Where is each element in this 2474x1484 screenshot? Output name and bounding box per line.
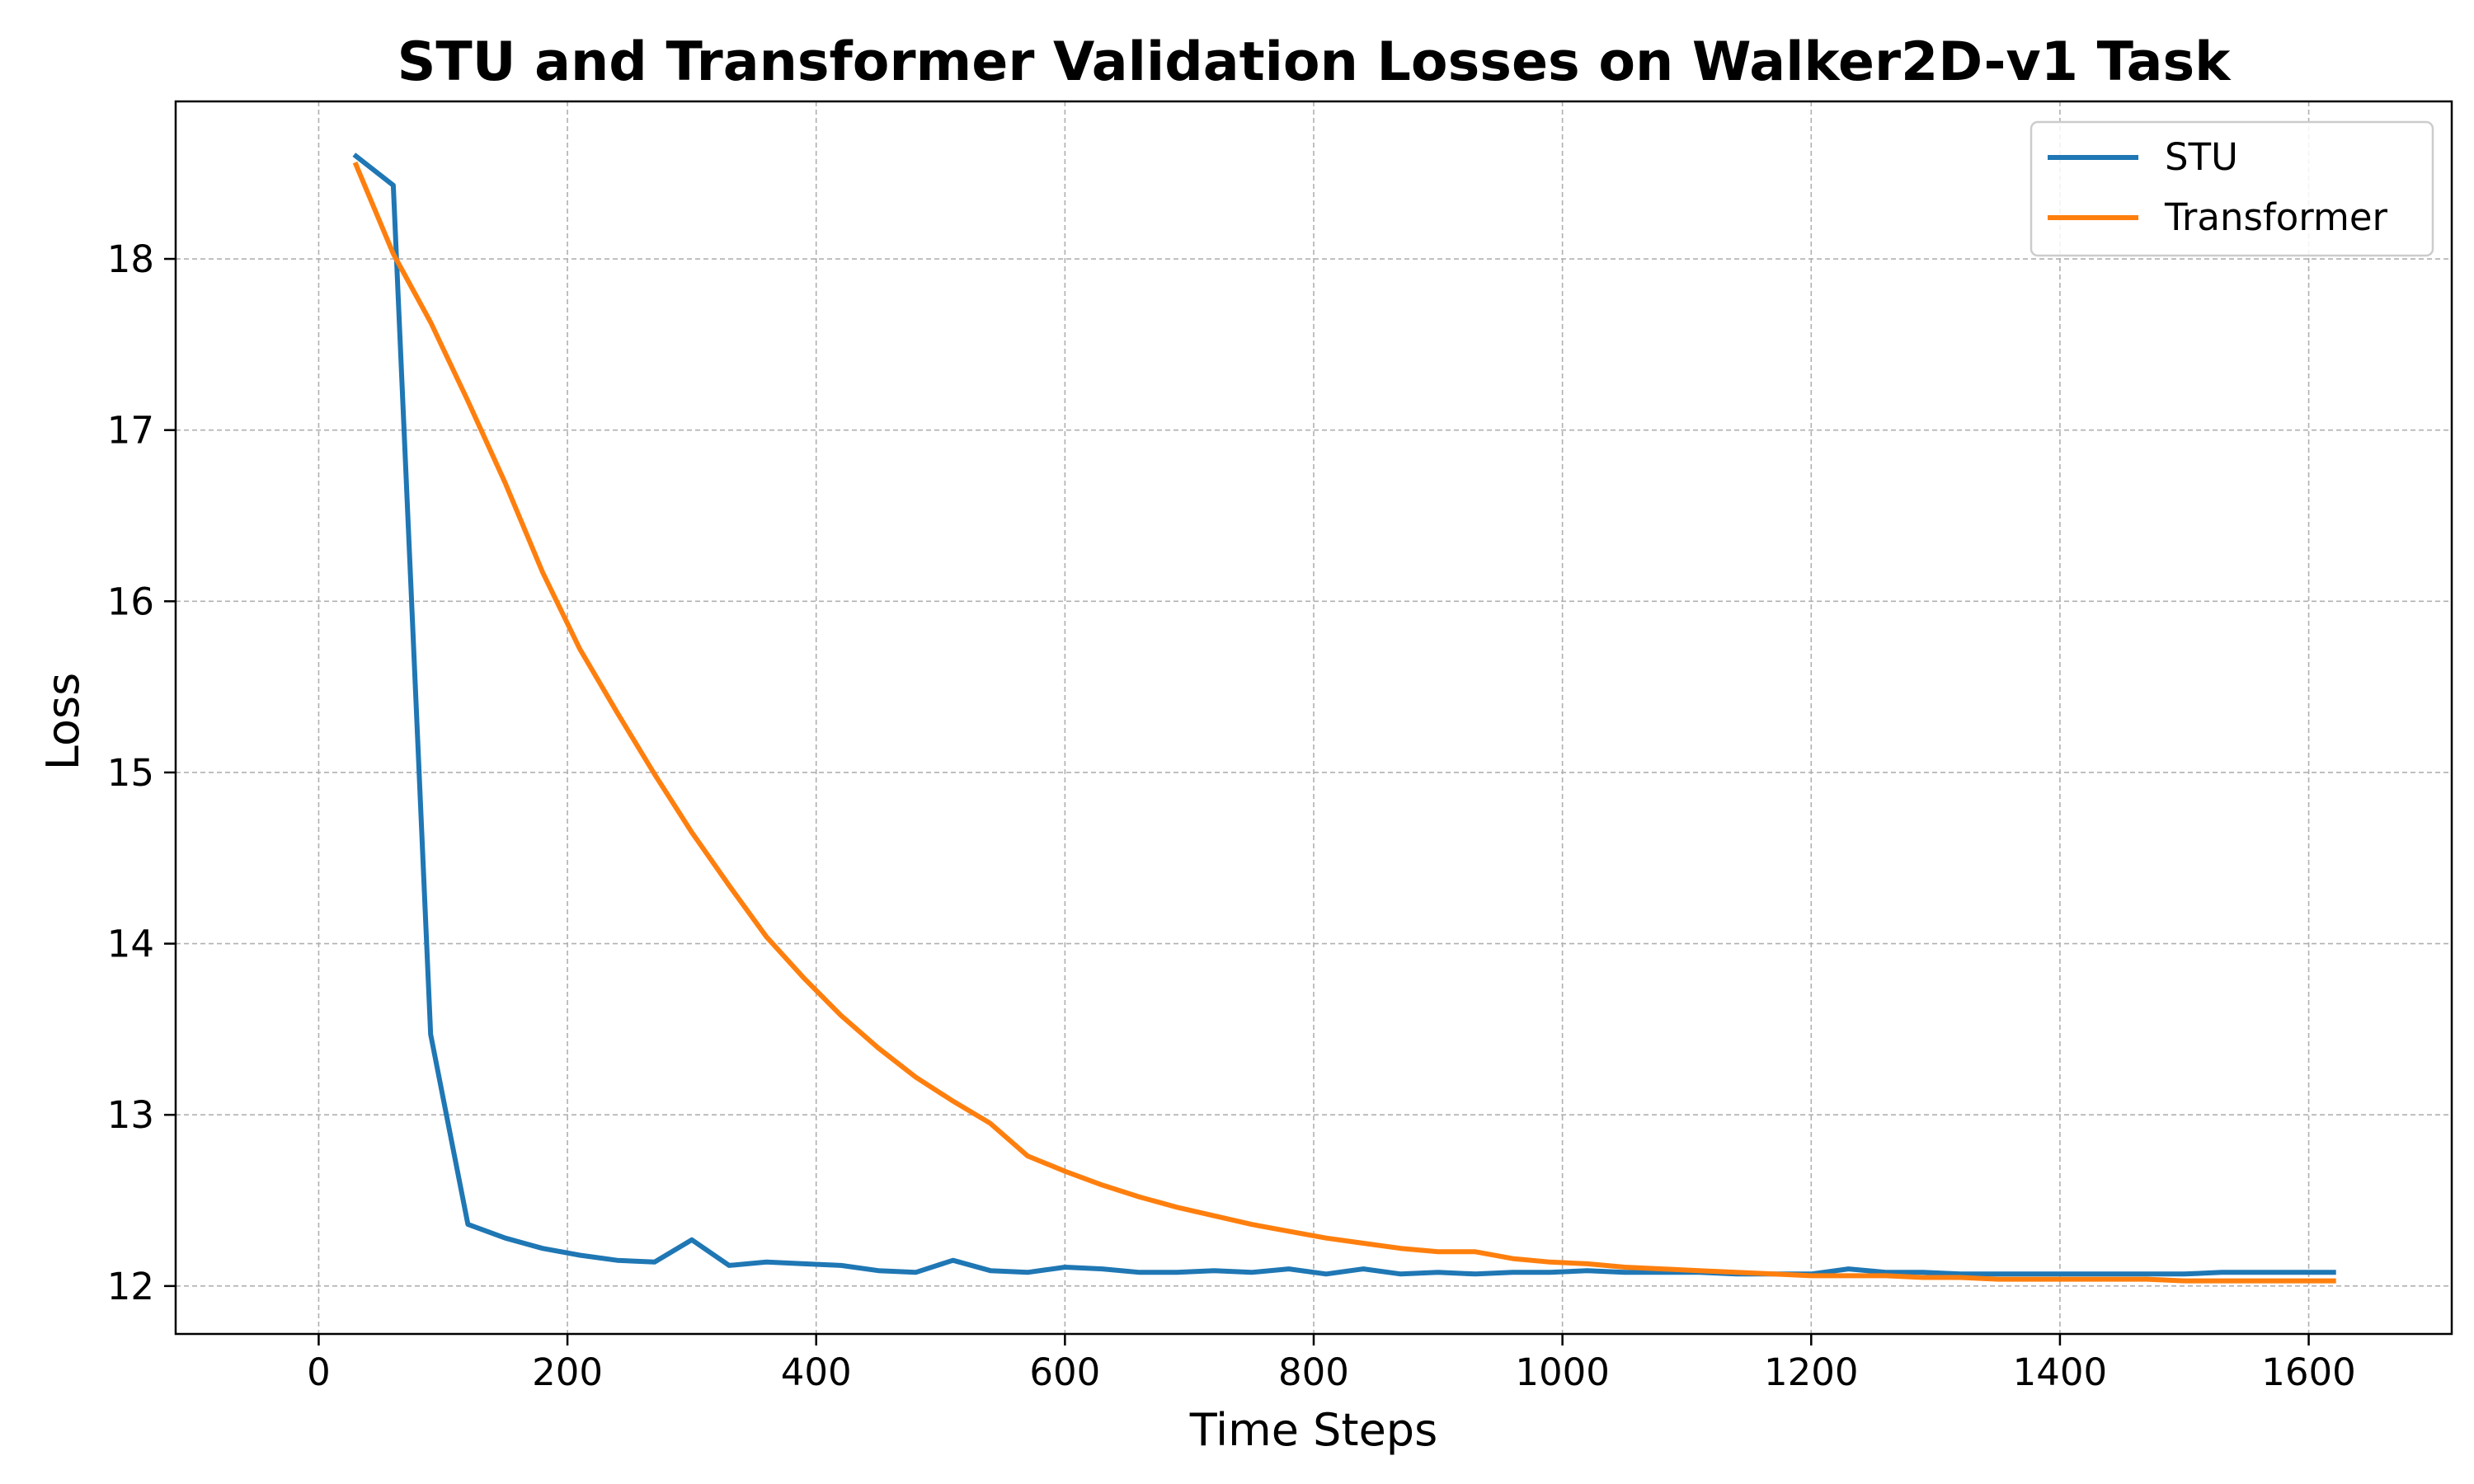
x-tick-label: 1000 (1515, 1350, 1610, 1394)
y-tick-label: 13 (107, 1093, 154, 1137)
legend-label-stu: STU (2165, 135, 2238, 179)
y-tick-label: 18 (107, 237, 154, 281)
y-tick-label: 12 (107, 1265, 154, 1308)
series-lines (352, 153, 2336, 1284)
legend-label-transformer: Transformer (2164, 195, 2388, 239)
series-line-stu (352, 153, 2336, 1277)
y-tick-label: 14 (107, 923, 154, 966)
series-line-transformer (352, 161, 2336, 1284)
y-tick-label: 15 (107, 751, 154, 795)
y-tick-label: 16 (107, 580, 154, 623)
y-tick-label: 17 (107, 409, 154, 453)
x-tick-label: 400 (781, 1350, 852, 1394)
x-tick-label: 1600 (2261, 1350, 2356, 1394)
y-axis-label: Loss (37, 673, 89, 770)
x-tick-label: 1200 (1764, 1350, 1859, 1394)
axis-ticks: 0 200 400 600 800 1000 1200 1400 1600 12 13 14 15 16 1… (107, 237, 2356, 1394)
x-tick-label: 600 (1029, 1350, 1100, 1394)
chart-title: STU and Transformer Validation Losses on… (397, 31, 2232, 93)
x-tick-label: 1400 (2013, 1350, 2108, 1394)
x-tick-label: 0 (307, 1350, 331, 1394)
x-tick-label: 200 (532, 1350, 603, 1394)
x-tick-label: 800 (1278, 1350, 1349, 1394)
legend: STU Transformer (2030, 120, 2434, 257)
x-axis-label: Time Steps (1189, 1404, 1437, 1456)
